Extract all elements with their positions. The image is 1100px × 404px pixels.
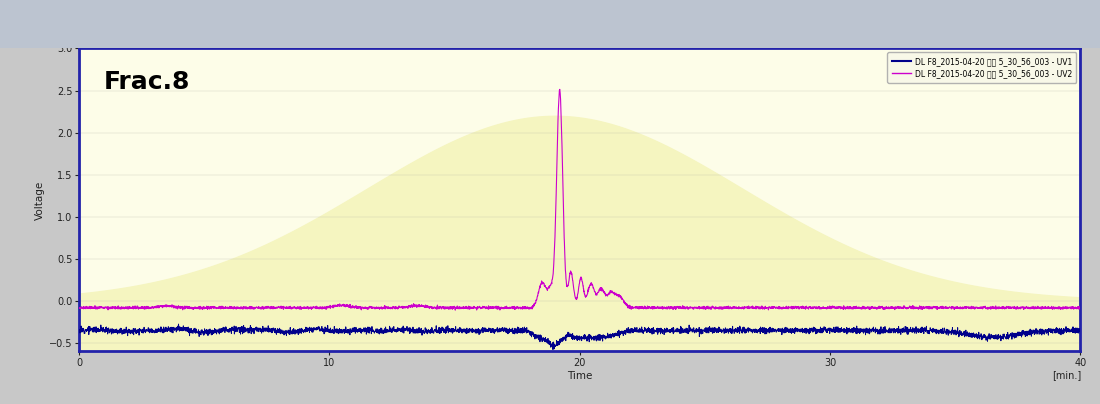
DL F8_2015-04-20 음＃ 5_30_56_003 - UV1 <box>455 330 469 335</box>
DL F8_2015-04-20 음＃ 5_30_56_003 - UV1 <box>254 329 267 334</box>
DL F8_2015-04-20 음＃ 5_30_56_003 - UV2 <box>449 308 462 313</box>
DL F8_2015-04-20 음＃ 5_30_56_003 - UV1 <box>724 327 737 332</box>
Legend: DL F8_2015-04-20 음＃ 5_30_56_003 - UV1, DL F8_2015-04-20 음＃ 5_30_56_003 - UV2: DL F8_2015-04-20 음＃ 5_30_56_003 - UV1, D… <box>887 52 1077 82</box>
Text: [V]: [V] <box>21 36 35 45</box>
DL F8_2015-04-20 음＃ 5_30_56_003 - UV1 <box>820 330 833 335</box>
DL F8_2015-04-20 음＃ 5_30_56_003 - UV1 <box>547 347 560 352</box>
Y-axis label: Voltage: Voltage <box>34 180 45 220</box>
DL F8_2015-04-20 음＃ 5_30_56_003 - UV2 <box>673 304 686 309</box>
DL F8_2015-04-20 음＃ 5_30_56_003 - UV2 <box>896 305 910 310</box>
DL F8_2015-04-20 음＃ 5_30_56_003 - UV2 <box>1074 305 1087 310</box>
DL F8_2015-04-20 음＃ 5_30_56_003 - UV2 <box>724 305 737 309</box>
X-axis label: Time: Time <box>566 371 593 381</box>
DL F8_2015-04-20 음＃ 5_30_56_003 - UV2 <box>553 87 566 92</box>
DL F8_2015-04-20 음＃ 5_30_56_003 - UV1 <box>673 329 686 334</box>
Line: DL F8_2015-04-20 음＃ 5_30_56_003 - UV2: DL F8_2015-04-20 음＃ 5_30_56_003 - UV2 <box>79 89 1080 310</box>
DL F8_2015-04-20 음＃ 5_30_56_003 - UV1 <box>896 330 910 335</box>
DL F8_2015-04-20 음＃ 5_30_56_003 - UV2 <box>455 306 469 311</box>
DL F8_2015-04-20 음＃ 5_30_56_003 - UV2 <box>254 305 267 310</box>
DL F8_2015-04-20 음＃ 5_30_56_003 - UV1 <box>73 327 86 332</box>
DL F8_2015-04-20 음＃ 5_30_56_003 - UV1 <box>172 322 185 326</box>
Line: DL F8_2015-04-20 음＃ 5_30_56_003 - UV1: DL F8_2015-04-20 음＃ 5_30_56_003 - UV1 <box>79 324 1080 349</box>
Text: Frac.8: Frac.8 <box>104 69 190 94</box>
DL F8_2015-04-20 음＃ 5_30_56_003 - UV1 <box>1074 331 1087 336</box>
DL F8_2015-04-20 음＃ 5_30_56_003 - UV2 <box>820 307 833 311</box>
Text: [min.]: [min.] <box>1052 370 1081 380</box>
DL F8_2015-04-20 음＃ 5_30_56_003 - UV2 <box>73 306 86 311</box>
